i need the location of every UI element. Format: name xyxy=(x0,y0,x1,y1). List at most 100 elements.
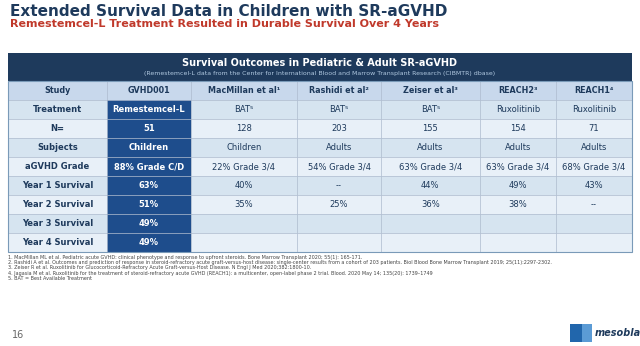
Text: Remestemcel-L: Remestemcel-L xyxy=(113,105,185,114)
Text: Subjects: Subjects xyxy=(37,143,78,152)
Text: Year 1 Survival: Year 1 Survival xyxy=(22,181,93,190)
Bar xyxy=(297,176,381,195)
Bar xyxy=(8,53,632,81)
Text: Adults: Adults xyxy=(505,143,531,152)
Bar xyxy=(297,233,381,252)
Text: Treatment: Treatment xyxy=(33,105,82,114)
Bar xyxy=(191,157,297,176)
Bar xyxy=(381,138,480,157)
Text: 154: 154 xyxy=(510,124,525,133)
Text: Rashidi et al²: Rashidi et al² xyxy=(309,86,369,95)
Bar xyxy=(556,157,632,176)
Text: GVHD001: GVHD001 xyxy=(127,86,170,95)
Text: 22% Grade 3/4: 22% Grade 3/4 xyxy=(212,162,275,171)
Bar xyxy=(191,195,297,214)
Text: N=: N= xyxy=(51,124,65,133)
Bar xyxy=(480,119,556,138)
Bar xyxy=(556,138,632,157)
Bar xyxy=(297,214,381,233)
Bar xyxy=(107,233,191,252)
Text: Remestemcel-L Treatment Resulted in Durable Survival Over 4 Years: Remestemcel-L Treatment Resulted in Dura… xyxy=(10,19,439,29)
Text: 5. BAT = Best Available Treatment: 5. BAT = Best Available Treatment xyxy=(8,276,92,281)
Bar xyxy=(191,81,297,100)
Bar xyxy=(8,81,632,252)
Bar xyxy=(107,138,191,157)
Bar xyxy=(107,195,191,214)
Text: 38%: 38% xyxy=(508,200,527,209)
Text: --: -- xyxy=(591,200,597,209)
Text: 63%: 63% xyxy=(139,181,159,190)
Bar xyxy=(107,100,191,119)
Text: Zeiser et al³: Zeiser et al³ xyxy=(403,86,458,95)
Bar xyxy=(8,214,107,233)
Bar xyxy=(381,157,480,176)
Bar xyxy=(480,100,556,119)
Bar xyxy=(556,214,632,233)
Bar xyxy=(107,157,191,176)
Bar xyxy=(107,214,191,233)
Text: mesoblast: mesoblast xyxy=(595,328,640,338)
Text: 40%: 40% xyxy=(235,181,253,190)
Text: 36%: 36% xyxy=(421,200,440,209)
Bar xyxy=(8,100,107,119)
Text: 49%: 49% xyxy=(139,219,159,228)
Text: 63% Grade 3/4: 63% Grade 3/4 xyxy=(486,162,550,171)
Bar xyxy=(107,176,191,195)
Bar xyxy=(556,195,632,214)
Bar xyxy=(381,81,480,100)
Bar xyxy=(297,119,381,138)
Text: 44%: 44% xyxy=(421,181,440,190)
Bar xyxy=(480,176,556,195)
Bar xyxy=(480,233,556,252)
Text: BAT⁵: BAT⁵ xyxy=(234,105,253,114)
Bar xyxy=(556,176,632,195)
Text: --: -- xyxy=(336,181,342,190)
Text: Ruxolitinib: Ruxolitinib xyxy=(496,105,540,114)
Bar xyxy=(297,138,381,157)
Bar xyxy=(582,324,592,342)
Bar xyxy=(8,233,107,252)
Text: Ruxolitinib: Ruxolitinib xyxy=(572,105,616,114)
Bar xyxy=(8,195,107,214)
Text: 51: 51 xyxy=(143,124,155,133)
Text: 25%: 25% xyxy=(330,200,348,209)
Text: 49%: 49% xyxy=(139,238,159,247)
Text: Children: Children xyxy=(129,143,169,152)
Text: REACH2³: REACH2³ xyxy=(498,86,538,95)
Bar xyxy=(480,81,556,100)
Bar xyxy=(191,119,297,138)
Text: aGVHD Grade: aGVHD Grade xyxy=(26,162,90,171)
Text: Year 4 Survival: Year 4 Survival xyxy=(22,238,93,247)
Text: Extended Survival Data in Children with SR-aGVHD: Extended Survival Data in Children with … xyxy=(10,4,447,19)
Text: Study: Study xyxy=(44,86,70,95)
Text: Adults: Adults xyxy=(326,143,352,152)
Text: Year 3 Survival: Year 3 Survival xyxy=(22,219,93,228)
Bar xyxy=(191,233,297,252)
Text: 43%: 43% xyxy=(584,181,604,190)
Bar xyxy=(8,119,107,138)
Text: 2. Rashidi A et al. Outcomes and prediction of response in steroid-refractory ac: 2. Rashidi A et al. Outcomes and predict… xyxy=(8,260,552,265)
Bar xyxy=(381,214,480,233)
Bar xyxy=(556,100,632,119)
Text: 54% Grade 3/4: 54% Grade 3/4 xyxy=(308,162,371,171)
Bar xyxy=(381,195,480,214)
Bar xyxy=(570,324,592,342)
Text: Survival Outcomes in Pediatric & Adult SR-aGVHD: Survival Outcomes in Pediatric & Adult S… xyxy=(182,58,458,68)
Bar xyxy=(191,100,297,119)
Text: REACH1⁴: REACH1⁴ xyxy=(574,86,614,95)
Bar xyxy=(480,195,556,214)
Text: 35%: 35% xyxy=(235,200,253,209)
Text: BAT⁵: BAT⁵ xyxy=(420,105,440,114)
Text: 68% Grade 3/4: 68% Grade 3/4 xyxy=(563,162,625,171)
Bar xyxy=(556,119,632,138)
Bar xyxy=(556,233,632,252)
Text: 203: 203 xyxy=(331,124,347,133)
Text: 16: 16 xyxy=(12,330,24,340)
Bar xyxy=(8,138,107,157)
Text: Adults: Adults xyxy=(580,143,607,152)
Text: Year 2 Survival: Year 2 Survival xyxy=(22,200,93,209)
Bar xyxy=(480,214,556,233)
Text: 128: 128 xyxy=(236,124,252,133)
Bar xyxy=(556,81,632,100)
Bar xyxy=(191,214,297,233)
